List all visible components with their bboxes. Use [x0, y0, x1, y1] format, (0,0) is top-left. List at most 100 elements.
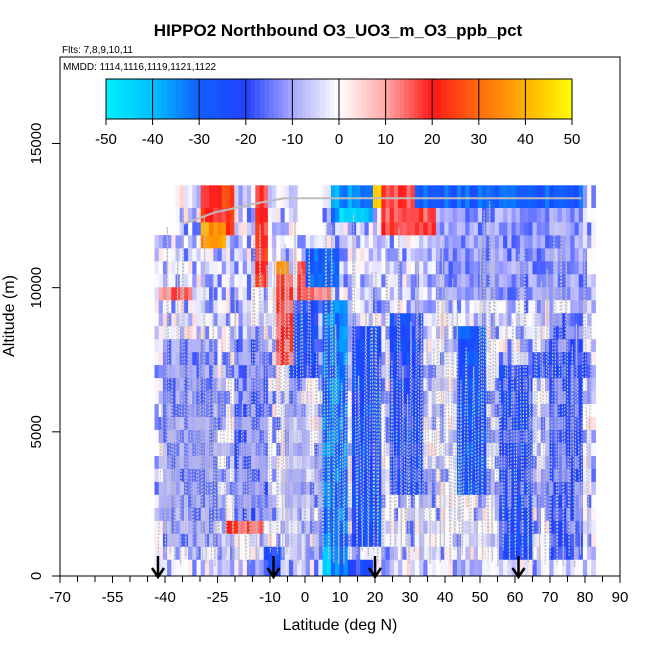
heat-cell: [431, 390, 437, 405]
heat-cell: [431, 222, 437, 236]
heat-cell: [377, 338, 382, 353]
heat-cell: [360, 416, 365, 430]
heat-cell: [482, 364, 487, 379]
heat-cell: [351, 429, 357, 443]
heat-cell: [356, 248, 361, 262]
heat-cell: [255, 429, 260, 443]
heat-cell: [570, 494, 575, 508]
heat-cell: [473, 533, 479, 547]
heat-cell: [347, 248, 353, 262]
heat-cell: [389, 299, 395, 314]
heat-cell: [167, 299, 172, 314]
profile-arrows: [150, 556, 526, 580]
heat-cell: [326, 338, 332, 353]
heat-cell: [230, 559, 235, 577]
heat-cell: [578, 390, 584, 405]
heat-cell: [335, 377, 340, 392]
heat-cell: [402, 533, 407, 547]
heat-cell: [200, 185, 206, 208]
heat-cell: [448, 261, 454, 275]
heat-cell: [322, 455, 328, 469]
heat-cell: [368, 222, 374, 236]
heat-cell: [503, 248, 508, 262]
heat-cell: [293, 481, 298, 495]
heat-cell: [456, 207, 462, 223]
heat-cell: [545, 416, 550, 430]
heat-cell: [540, 533, 546, 547]
heat-cell: [339, 207, 344, 223]
heat-cell: [528, 442, 533, 456]
heat-cell: [482, 235, 487, 249]
heat-cell: [414, 222, 420, 236]
heat-cell: [326, 207, 332, 223]
colorbar-cell: [553, 79, 559, 119]
heat-cell: [557, 416, 563, 430]
heat-cell: [280, 325, 286, 340]
heat-cell: [377, 507, 382, 521]
heat-cell: [389, 377, 395, 392]
heat-cell: [524, 494, 529, 508]
heat-cell: [234, 286, 239, 301]
heat-cell: [574, 377, 580, 392]
heat-cell: [473, 429, 479, 443]
heat-cell: [196, 286, 202, 301]
heat-cell: [221, 468, 227, 482]
heat-cell: [372, 222, 378, 236]
heat-cell: [305, 390, 311, 405]
heat-cell: [284, 364, 290, 379]
heat-cell: [284, 185, 290, 208]
heat-cell: [553, 299, 559, 314]
heat-cell: [389, 286, 395, 301]
heat-cell: [515, 261, 521, 275]
heat-cell: [406, 273, 412, 288]
heat-cell: [557, 494, 563, 508]
heat-cell: [280, 351, 286, 366]
heat-cell: [192, 338, 197, 353]
heat-cell: [221, 235, 227, 249]
flight-track: [157, 201, 593, 568]
heat-cell: [549, 416, 554, 430]
heat-cell: [225, 481, 231, 495]
heat-cell: [322, 185, 328, 208]
heat-cell: [402, 416, 407, 430]
heat-cell: [377, 207, 382, 223]
heat-cell: [267, 273, 273, 288]
heat-cell: [557, 377, 563, 392]
heat-cell: [465, 533, 470, 547]
heat-cell: [540, 429, 546, 443]
heat-cell: [540, 442, 546, 456]
heat-cell: [406, 235, 412, 249]
heat-cell: [406, 559, 412, 577]
heat-cell: [444, 248, 449, 262]
heat-cell: [540, 325, 546, 340]
heat-cell: [553, 455, 559, 469]
heat-cell: [200, 338, 206, 353]
heat-cell: [570, 261, 575, 275]
heat-cell: [246, 222, 252, 236]
heat-cell: [385, 235, 391, 249]
heat-cell: [322, 507, 328, 521]
heat-cell: [515, 390, 521, 405]
heat-cell: [444, 403, 449, 417]
heat-cell: [314, 390, 319, 405]
heat-cell: [368, 390, 374, 405]
colorbar-cell: [255, 79, 261, 119]
heat-cell: [389, 351, 395, 366]
heat-cell: [389, 185, 395, 208]
heat-cell: [230, 377, 235, 392]
heat-cell: [381, 325, 386, 340]
heat-cell: [204, 312, 210, 327]
heat-cell: [381, 481, 386, 495]
heat-cell: [272, 520, 277, 534]
colorbar-cell: [343, 79, 349, 119]
heat-cell: [498, 286, 504, 301]
heat-cell: [301, 546, 307, 560]
heat-cell: [431, 235, 437, 249]
heat-cell: [385, 377, 391, 392]
heat-cell: [557, 325, 563, 340]
heat-cell: [540, 273, 546, 288]
heat-cell: [549, 520, 554, 534]
heat-cell: [406, 455, 412, 469]
heat-cell: [246, 390, 252, 405]
heat-cell: [238, 520, 244, 534]
